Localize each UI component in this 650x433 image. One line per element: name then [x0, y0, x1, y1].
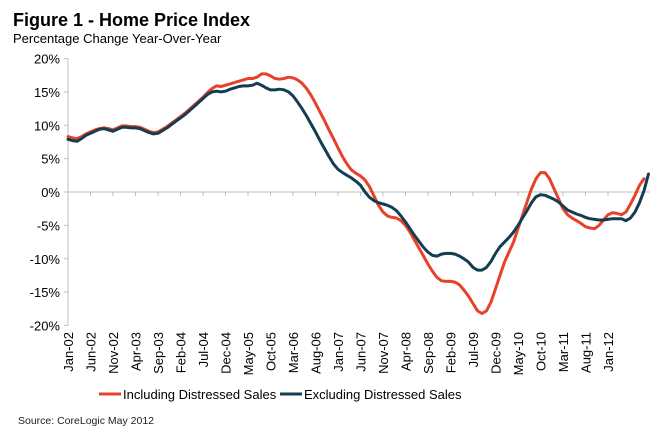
x-tick-label: Apr-08 [399, 332, 414, 371]
chart-title: Figure 1 - Home Price Index [13, 10, 251, 30]
series-line-including-distressed [66, 72, 646, 315]
source-note: Source: CoreLogic May 2012 [18, 415, 154, 427]
chart-subtitle: Percentage Change Year-Over-Year [13, 31, 222, 46]
x-tick-label: Jun-07 [354, 332, 369, 372]
x-tick-label: Apr-03 [129, 332, 144, 371]
legend-label: Excluding Distressed Sales [304, 387, 462, 402]
x-tick-label: May-10 [511, 332, 526, 375]
y-tick-label: -15% [30, 285, 61, 300]
y-tick-label: -20% [30, 319, 61, 334]
x-tick-label: Feb-04 [174, 332, 189, 373]
x-tick-label: Nov-07 [376, 332, 391, 374]
x-tick-label: Dec-04 [219, 332, 234, 374]
y-tick-label: 20% [34, 52, 60, 67]
x-tick-label: Sep-03 [151, 332, 166, 374]
legend-label: Including Distressed Sales [123, 387, 277, 402]
x-tick-label: Nov-02 [106, 332, 121, 374]
y-tick-label: -5% [37, 218, 61, 233]
y-tick-label: 10% [34, 118, 60, 133]
x-tick-label: Jun-02 [84, 332, 99, 372]
x-tick-label: May-05 [241, 332, 256, 375]
series-line-excluding-distressed [66, 81, 650, 272]
x-tick-label: Jan-07 [331, 332, 346, 372]
y-tick-label: 5% [41, 152, 60, 167]
x-tick-label: Jul-04 [196, 332, 211, 367]
x-tick-label: Aug-11 [579, 332, 594, 373]
y-tick-label: -10% [30, 252, 61, 267]
x-tick-label: Oct-10 [534, 332, 549, 371]
x-tick-label: Sep-08 [421, 332, 436, 374]
x-tick-label: Mar-11 [556, 332, 571, 372]
x-tick-label: Oct-05 [264, 332, 279, 371]
x-tick-label: Jul-09 [466, 332, 481, 367]
x-tick-label: Mar-06 [286, 332, 301, 373]
x-tick-label: Jan-02 [61, 332, 76, 372]
y-tick-label: 0% [41, 185, 60, 200]
x-tick-label: Dec-09 [489, 332, 504, 374]
y-tick-label: 15% [34, 85, 60, 100]
x-tick-label: Feb-09 [444, 332, 459, 373]
x-tick-label: Jan-12 [601, 332, 616, 372]
x-tick-label: Aug-06 [309, 332, 324, 374]
